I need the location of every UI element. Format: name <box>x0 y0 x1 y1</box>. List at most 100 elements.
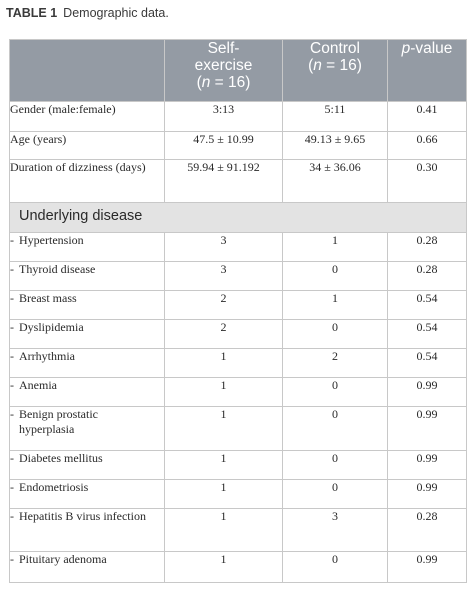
row-label-gender: Gender (male:female) <box>9 101 165 132</box>
row-label-endometriosis: - Endometriosis <box>9 479 165 509</box>
table-row: - Pituitary adenoma 1 0 0.99 <box>9 551 467 583</box>
cell-control: 5:11 <box>282 101 388 132</box>
cell-control: 3 <box>282 508 388 552</box>
cell-self: 1 <box>164 450 283 480</box>
cell-control: 0 <box>282 479 388 509</box>
cell-control: 34 ± 36.06 <box>282 159 388 203</box>
disease-name: Breast mass <box>19 291 77 305</box>
cell-self: 1 <box>164 479 283 509</box>
dash-mark: - <box>10 320 14 334</box>
caption-label: TABLE 1 <box>6 6 58 20</box>
cell-control: 0 <box>282 450 388 480</box>
row-label-bph: - Benign prostatic hyperplasia <box>9 406 165 451</box>
dash-mark: - <box>10 349 14 363</box>
header-self-line1: Self- <box>207 40 240 57</box>
header-self-line2: exercise <box>194 57 253 74</box>
header-row: Self- exercise (n = 16) Control (n = 16)… <box>9 39 467 102</box>
header-self-count: = 16) <box>210 74 251 91</box>
header-self-exercise: Self- exercise (n = 16) <box>164 39 283 102</box>
disease-name: Dyslipidemia <box>19 320 84 334</box>
header-p-value: p-value <box>387 39 467 102</box>
header-control-count: = 16) <box>321 57 362 74</box>
cell-control: 2 <box>282 348 388 378</box>
row-label-anemia: - Anemia <box>9 377 165 407</box>
row-label-pituitary: - Pituitary adenoma <box>9 551 165 583</box>
cell-self: 47.5 ± 10.99 <box>164 131 283 160</box>
row-label-diabetes: - Diabetes mellitus <box>9 450 165 480</box>
dash-mark: - <box>10 552 14 566</box>
disease-name: Diabetes mellitus <box>19 451 103 465</box>
cell-p: 0.41 <box>387 101 467 132</box>
header-p-rest: -value <box>410 40 453 57</box>
cell-self: 1 <box>164 551 283 583</box>
cell-p: 0.99 <box>387 450 467 480</box>
disease-name: Anemia <box>19 378 57 392</box>
dash-mark: - <box>10 262 14 276</box>
cell-p: 0.99 <box>387 551 467 583</box>
header-control-line1: Control <box>310 40 360 57</box>
table-row: - Breast mass 2 1 0.54 <box>9 290 467 320</box>
cell-control: 1 <box>282 290 388 320</box>
disease-name: Pituitary adenoma <box>19 552 107 566</box>
cell-control: 0 <box>282 551 388 583</box>
cell-control: 1 <box>282 232 388 262</box>
section-title: Underlying disease <box>9 202 467 233</box>
header-blank <box>9 39 165 102</box>
table-row: Gender (male:female) 3:13 5:11 0.41 <box>9 101 467 132</box>
cell-self: 1 <box>164 377 283 407</box>
cell-self: 1 <box>164 508 283 552</box>
cell-p: 0.28 <box>387 508 467 552</box>
dash-mark: - <box>10 291 14 305</box>
cell-self: 3 <box>164 232 283 262</box>
table-row: Duration of dizziness (days) 59.94 ± 91.… <box>9 159 467 203</box>
dash-mark: - <box>10 509 14 523</box>
disease-name: Benign prostatic hyperplasia <box>19 407 98 436</box>
header-control: Control (n = 16) <box>282 39 388 102</box>
dash-mark: - <box>10 233 14 247</box>
table-row: - Hepatitis B virus infection 1 3 0.28 <box>9 508 467 552</box>
row-label-hepatitis-b: - Hepatitis B virus infection <box>9 508 165 552</box>
disease-name: Endometriosis <box>19 480 89 494</box>
cell-self: 2 <box>164 319 283 349</box>
header-self-n: n <box>201 74 211 91</box>
header-p: p <box>401 40 411 57</box>
dash-mark: - <box>10 451 14 465</box>
cell-control: 0 <box>282 377 388 407</box>
table-row: - Endometriosis 1 0 0.99 <box>9 479 467 509</box>
cell-p: 0.28 <box>387 232 467 262</box>
cell-p: 0.99 <box>387 377 467 407</box>
disease-name: Hepatitis B virus infection <box>19 509 146 523</box>
row-label-age: Age (years) <box>9 131 165 160</box>
cell-p: 0.54 <box>387 348 467 378</box>
dash-mark: - <box>10 378 14 392</box>
cell-p: 0.54 <box>387 319 467 349</box>
cell-p: 0.30 <box>387 159 467 203</box>
cell-control: 0 <box>282 319 388 349</box>
cell-p: 0.99 <box>387 406 467 451</box>
caption-title: Demographic data. <box>63 6 169 20</box>
dash-mark: - <box>10 480 14 494</box>
cell-self: 1 <box>164 348 283 378</box>
table-row: - Thyroid disease 3 0 0.28 <box>9 261 467 291</box>
cell-p: 0.54 <box>387 290 467 320</box>
cell-p: 0.28 <box>387 261 467 291</box>
header-control-open: ( <box>308 57 314 74</box>
cell-self: 3 <box>164 261 283 291</box>
cell-self: 2 <box>164 290 283 320</box>
table-row: - Benign prostatic hyperplasia 1 0 0.99 <box>9 406 467 451</box>
cell-self: 1 <box>164 406 283 451</box>
row-label-duration: Duration of dizziness (days) <box>9 159 165 203</box>
disease-name: Thyroid disease <box>19 262 96 276</box>
table-caption: TABLE 1 Demographic data. <box>6 6 169 20</box>
table-row: Age (years) 47.5 ± 10.99 49.13 ± 9.65 0.… <box>9 131 467 160</box>
cell-self: 59.94 ± 91.192 <box>164 159 283 203</box>
cell-self: 3:13 <box>164 101 283 132</box>
header-control-n: n <box>313 57 322 74</box>
row-label-arrhythmia: - Arrhythmia <box>9 348 165 378</box>
cell-p: 0.99 <box>387 479 467 509</box>
dash-mark: - <box>10 407 14 421</box>
disease-name: Hypertension <box>19 233 84 247</box>
row-label-thyroid: - Thyroid disease <box>9 261 165 291</box>
disease-name: Arrhythmia <box>19 349 75 363</box>
demographic-table: Self- exercise (n = 16) Control (n = 16)… <box>9 39 467 583</box>
